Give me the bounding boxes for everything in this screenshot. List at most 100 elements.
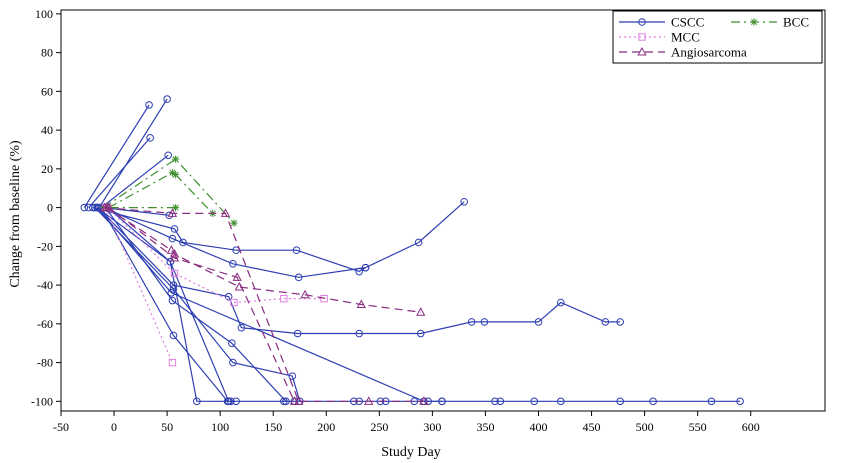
x-tick-label: 200 [317, 420, 335, 434]
data-point [293, 329, 302, 338]
legend-marker [638, 18, 646, 26]
data-point [364, 396, 374, 405]
data-point [169, 285, 178, 293]
data-point [169, 331, 178, 340]
data-point [282, 397, 290, 406]
data-point [294, 273, 303, 282]
y-tick-label: -40 [37, 278, 53, 292]
data-point [224, 292, 233, 301]
series-line [88, 137, 151, 208]
x-tick-label: 150 [264, 420, 282, 434]
data-point [220, 208, 231, 217]
x-tick-label: 350 [476, 420, 494, 434]
series-cscc [84, 134, 154, 212]
series-cscc [97, 151, 172, 212]
axes: -50 0 50 100 150 200 250 300 350 400 450 500 550 6001… [31, 7, 826, 434]
series-cscc [80, 101, 153, 212]
y-axis-title: Change from baseline (%) [8, 140, 23, 288]
series-line [94, 207, 301, 402]
series-bcc [99, 155, 238, 227]
data-point [534, 318, 543, 326]
series-bcc [106, 203, 180, 212]
series-line [105, 207, 287, 402]
x-tick-label: 600 [742, 420, 760, 434]
legend-marker [750, 18, 758, 26]
series-angiosarcoma [104, 202, 300, 405]
y-tick-label: 80 [41, 46, 53, 60]
y-tick-label: -80 [37, 356, 53, 370]
legend-label: BCC [783, 15, 809, 30]
data-point [228, 339, 236, 347]
data-point [320, 294, 328, 303]
series-line [100, 154, 169, 209]
legend-label: MCC [671, 30, 700, 45]
x-tick-label: 250 [370, 420, 388, 434]
series-mcc [103, 203, 328, 307]
data-point [89, 203, 97, 212]
data-point [170, 225, 179, 233]
series-line [108, 207, 295, 402]
series-angiosarcoma [99, 202, 429, 405]
data-point [419, 396, 429, 405]
data-point [288, 372, 297, 380]
x-tick-label: 0 [111, 420, 117, 434]
data-point [491, 397, 499, 406]
data-point [616, 397, 625, 406]
series-cscc [95, 95, 171, 212]
data-point [104, 202, 114, 212]
data-point [146, 134, 154, 142]
data-point [224, 397, 233, 406]
legend-item-mcc: MCC [619, 30, 700, 45]
data-point [168, 234, 177, 243]
x-tick-label: 300 [423, 420, 441, 434]
data-point [172, 155, 180, 163]
y-tick-label: -20 [37, 239, 53, 253]
series-cscc [93, 203, 744, 406]
data-point [169, 252, 180, 262]
data-point [736, 397, 744, 406]
data-point [467, 318, 476, 326]
data-point [414, 238, 423, 247]
series-line [104, 207, 424, 402]
y-tick-label: 40 [41, 123, 53, 137]
data-point [172, 203, 180, 212]
series-line [108, 172, 214, 214]
data-point [601, 318, 610, 326]
legend-marker [637, 46, 647, 56]
plot-frame [60, 9, 826, 412]
data-point [229, 358, 237, 367]
data-point [530, 397, 539, 406]
series-line [100, 207, 229, 402]
data-point [556, 298, 565, 307]
series-line [92, 201, 465, 273]
x-tick-label: 100 [211, 420, 229, 434]
x-tick-label: -50 [53, 420, 69, 434]
data-point [179, 238, 187, 247]
data-point [237, 323, 246, 332]
data-point [289, 396, 300, 405]
data-point [416, 329, 425, 338]
data-point [229, 259, 237, 268]
x-axis-title: Study Day [381, 445, 441, 460]
y-tick-label: -100 [31, 394, 53, 408]
data-point [164, 151, 172, 160]
x-tick-label: 400 [530, 420, 548, 434]
data-point [166, 245, 176, 254]
legend-box [612, 10, 823, 64]
legend-item-bcc: BCC [731, 15, 809, 30]
series-line [98, 98, 168, 208]
series-line [96, 207, 442, 402]
series-cscc [100, 203, 370, 282]
data-point [300, 289, 310, 299]
data-point [280, 397, 288, 406]
series-line [97, 207, 621, 335]
data-point [556, 397, 565, 406]
x-tick-label: 500 [636, 420, 654, 434]
series-angiosarcoma [101, 202, 426, 316]
legend-marker [638, 33, 646, 41]
series-cscc [101, 203, 290, 406]
data-point [145, 101, 153, 109]
data-point [172, 171, 180, 179]
data-point [232, 272, 242, 281]
